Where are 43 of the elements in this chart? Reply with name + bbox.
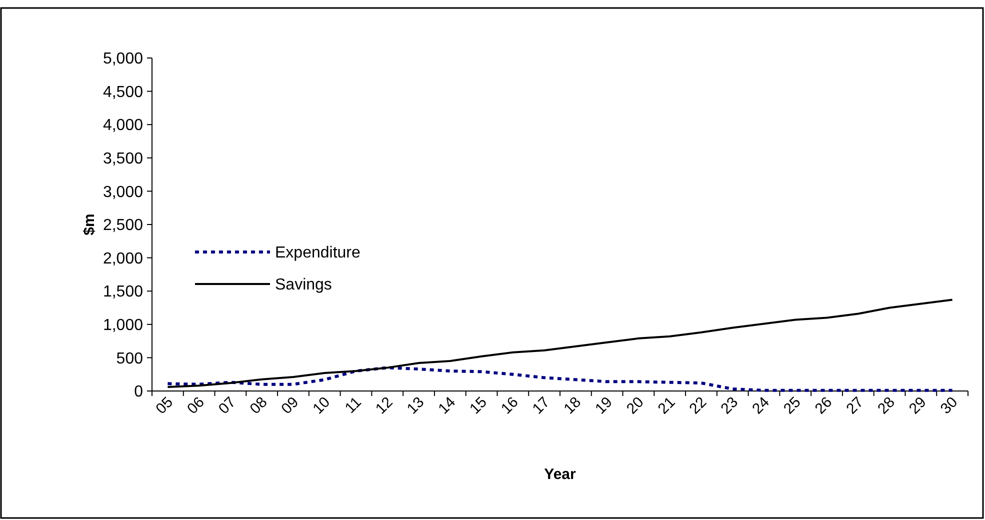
y-tick-label: 3,500 xyxy=(102,150,144,168)
x-tick-label: 17 xyxy=(529,394,554,418)
x-axis-title: Year xyxy=(544,466,576,483)
y-tick-label: 3,000 xyxy=(102,184,144,201)
y-tick-label: 1,000 xyxy=(102,317,144,334)
line-series xyxy=(166,298,954,388)
y-tick-label: 500 xyxy=(116,350,144,368)
x-tick-label: 27 xyxy=(843,394,867,418)
y-tick-label: 4,000 xyxy=(102,117,144,134)
x-tick-label: 10 xyxy=(310,394,334,418)
y-tick-label: 5,000 xyxy=(102,50,144,68)
x-tick-label: 05 xyxy=(152,394,177,418)
line-series xyxy=(166,366,954,392)
x-tick-label: 14 xyxy=(435,394,459,418)
x-tick-label: 13 xyxy=(404,394,428,418)
x-tick-label: 18 xyxy=(560,394,585,418)
y-tick-label: 2,500 xyxy=(102,217,144,234)
x-tick-label: 09 xyxy=(278,394,302,418)
y-tick-label: 2,000 xyxy=(102,250,144,268)
legend-label: Expenditure xyxy=(275,244,360,262)
x-tick-label: 29 xyxy=(906,394,930,418)
x-tick-label: 20 xyxy=(623,394,648,418)
x-tick-label: 11 xyxy=(342,394,365,417)
x-tick-label: 16 xyxy=(498,394,522,418)
y-tick-label: 4,500 xyxy=(102,84,144,101)
x-tick-label: 06 xyxy=(184,394,208,418)
x-tick-label: 21 xyxy=(654,394,679,418)
x-tick-label: 28 xyxy=(874,394,898,418)
x-tick-label: 26 xyxy=(812,394,836,418)
y-axis-title: $m xyxy=(81,214,98,236)
x-tick-label: 15 xyxy=(466,394,490,418)
x-tick-label: 22 xyxy=(686,394,710,418)
y-tick-label: 1,500 xyxy=(102,284,144,301)
x-tick-label: 24 xyxy=(749,394,773,418)
x-tick-label: 08 xyxy=(246,394,271,418)
x-tick-label: 23 xyxy=(718,394,742,418)
y-tick-label: 0 xyxy=(134,384,144,401)
x-tick-label: 30 xyxy=(937,394,962,418)
legend-label: Savings xyxy=(275,276,332,294)
x-tick-label: 12 xyxy=(372,394,396,418)
x-tick-label: 25 xyxy=(780,394,804,418)
x-tick-label: 07 xyxy=(215,394,240,418)
x-tick-label: 19 xyxy=(592,394,616,418)
